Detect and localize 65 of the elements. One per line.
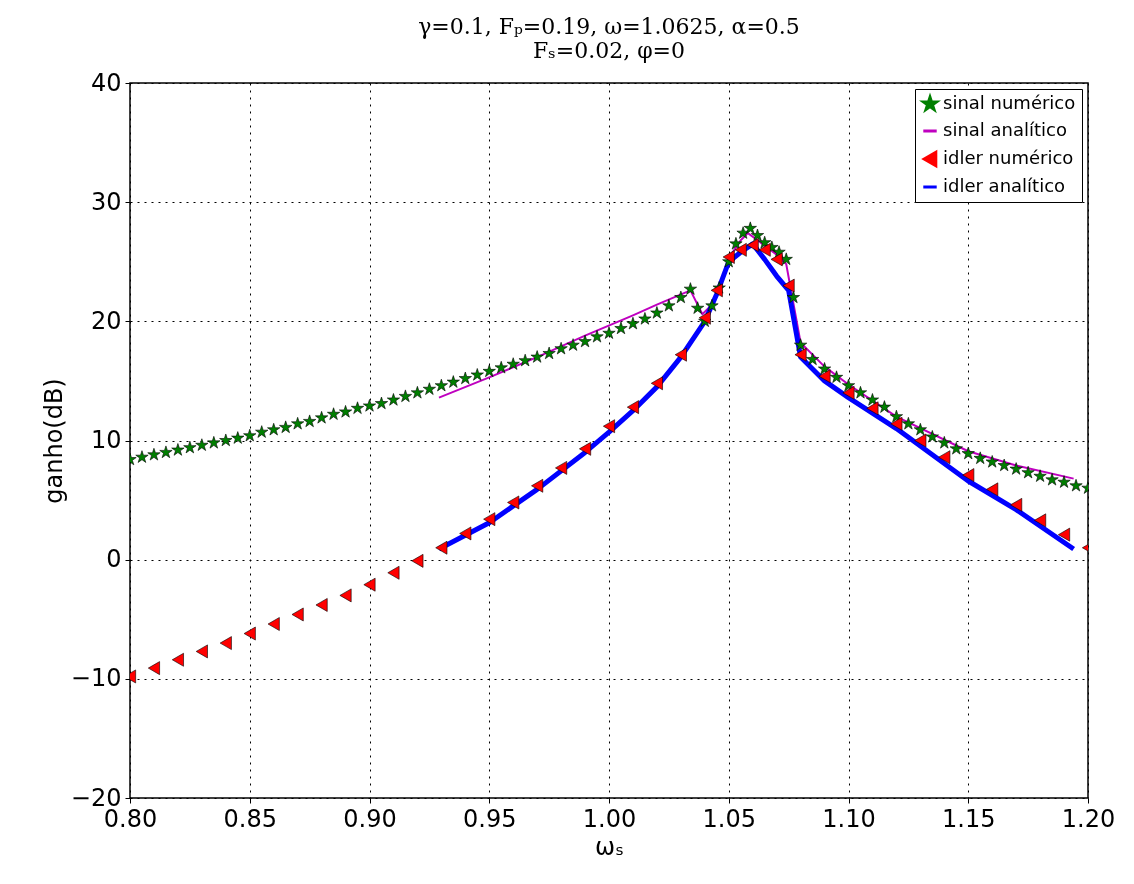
point xyxy=(1034,513,1047,528)
point xyxy=(986,482,999,497)
point xyxy=(411,554,424,568)
x-tick-label: 1.15 xyxy=(942,804,996,833)
point xyxy=(914,433,927,448)
x-tick-label: 1.05 xyxy=(702,804,756,833)
point xyxy=(770,252,783,267)
y-tick-label: 30 xyxy=(90,187,122,216)
point xyxy=(866,401,879,416)
legend-label: idler numérico xyxy=(943,147,1074,168)
point xyxy=(507,495,520,510)
point xyxy=(746,238,759,252)
point xyxy=(890,417,903,431)
y-tick-label: 40 xyxy=(90,68,122,97)
point xyxy=(734,243,747,257)
point xyxy=(195,644,208,659)
point xyxy=(938,450,951,464)
point xyxy=(698,310,711,325)
point xyxy=(363,577,376,592)
y-tick-label: 10 xyxy=(90,426,122,454)
point xyxy=(315,598,328,612)
x-tick-label: 1.10 xyxy=(822,804,876,833)
point xyxy=(579,442,591,456)
point xyxy=(794,347,807,362)
point xyxy=(171,652,184,667)
point xyxy=(387,565,400,580)
point xyxy=(1058,527,1070,542)
legend-label: idler analítico xyxy=(943,175,1066,196)
y-tick-label: 20 xyxy=(90,306,122,335)
y-tick-label: −10 xyxy=(70,664,122,693)
point xyxy=(555,461,568,475)
point xyxy=(627,400,639,414)
point xyxy=(674,347,687,362)
point xyxy=(243,626,256,641)
point xyxy=(267,617,280,631)
x-tick-label: 1.00 xyxy=(582,804,637,833)
point xyxy=(339,588,352,603)
y-tick-label: 0 xyxy=(106,545,122,574)
x-tick-label: 0.90 xyxy=(343,804,397,833)
chart-subtitle: Fₛ=0.02, φ=0 xyxy=(533,38,685,63)
point xyxy=(603,419,615,434)
point xyxy=(842,386,855,400)
point xyxy=(758,243,771,257)
legend-label: sinal analítico xyxy=(943,119,1067,140)
point xyxy=(148,661,160,675)
point xyxy=(219,636,232,650)
point xyxy=(962,468,975,482)
point xyxy=(531,478,544,493)
chart-title: γ=0.1, Fₚ=0.19, ω=1.0625, α=0.5 xyxy=(418,14,800,39)
point xyxy=(818,369,831,383)
point xyxy=(722,250,735,264)
x-axis-title: ωₛ xyxy=(594,832,625,861)
x-tick-label: 1.20 xyxy=(1061,804,1116,833)
point xyxy=(710,283,723,298)
point xyxy=(459,526,472,541)
x-tick-label: 0.95 xyxy=(463,804,517,833)
point xyxy=(435,540,448,555)
point xyxy=(483,512,496,526)
point xyxy=(650,376,663,391)
legend-label: sinal numérico xyxy=(943,92,1076,113)
point xyxy=(782,278,795,293)
x-tick-label: 0.85 xyxy=(223,804,277,833)
point xyxy=(1010,498,1023,512)
y-axis-title: ganho(dB) xyxy=(39,378,68,504)
point xyxy=(291,607,304,622)
